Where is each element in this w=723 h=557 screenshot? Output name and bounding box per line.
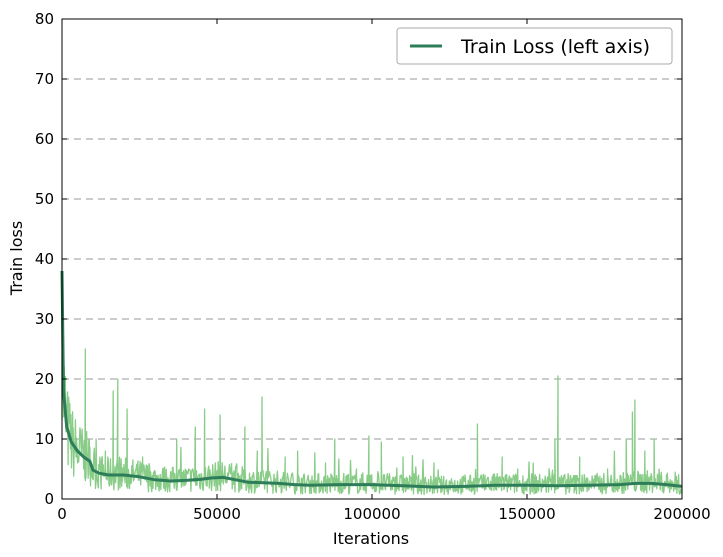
y-tick-label: 80 xyxy=(35,10,54,28)
y-axis-ticks: 0 10 20 30 40 50 60 70 80 xyxy=(35,10,682,508)
grid-lines xyxy=(62,78,682,440)
y-tick-label: 20 xyxy=(35,370,54,388)
smoothed-loss-series xyxy=(60,270,683,489)
x-axis-label: Iterations xyxy=(333,529,409,548)
legend: Train Loss (left axis) xyxy=(396,27,673,65)
legend-box xyxy=(396,27,673,65)
y-tick-label: 50 xyxy=(35,190,54,208)
y-tick-label: 40 xyxy=(35,250,54,268)
smoothed-loss-line xyxy=(60,270,683,489)
x-tick-label: 0 xyxy=(57,505,67,523)
legend-label: Train Loss (left axis) xyxy=(460,36,650,58)
y-tick-label: 30 xyxy=(35,310,54,328)
raw-loss-line xyxy=(61,307,683,496)
plot-area-frame xyxy=(61,18,683,500)
x-tick-label: 200000 xyxy=(653,505,710,523)
x-tick-label: 150000 xyxy=(498,505,555,523)
raw-loss-series xyxy=(61,307,683,496)
y-tick-label: 10 xyxy=(35,430,54,448)
x-tick-label: 50000 xyxy=(193,505,241,523)
x-axis-ticks: 0 50000 100000 150000 200000 xyxy=(57,19,711,523)
y-tick-label: 0 xyxy=(44,490,54,508)
y-tick-label: 70 xyxy=(35,70,54,88)
y-tick-label: 60 xyxy=(35,130,54,148)
x-tick-label: 100000 xyxy=(343,505,400,523)
y-axis-label: Train loss xyxy=(7,221,26,296)
